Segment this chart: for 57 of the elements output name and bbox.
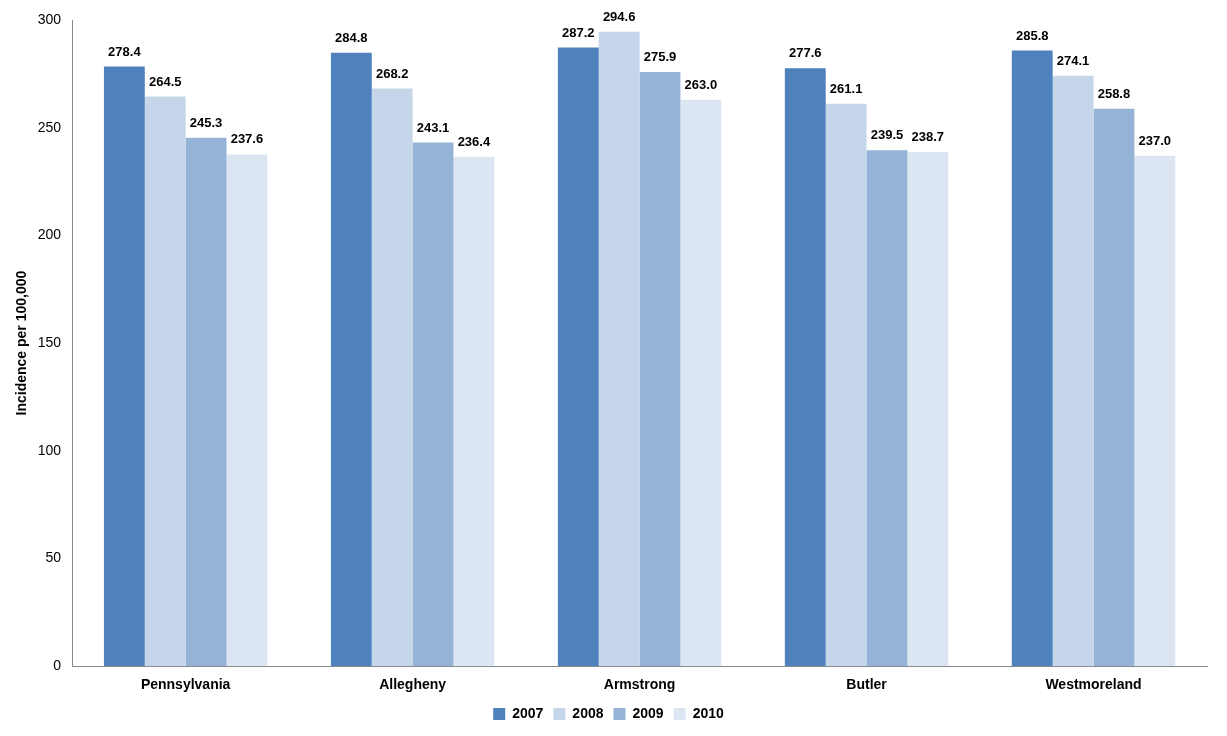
legend-label: 2010 xyxy=(692,704,724,721)
data-label: 285.8 xyxy=(1015,27,1049,43)
y-tick-label: 250 xyxy=(37,118,62,135)
bar xyxy=(907,152,949,667)
bar xyxy=(226,154,268,667)
bar xyxy=(330,52,372,667)
x-tick-label: Westmoreland xyxy=(1045,676,1142,693)
bar xyxy=(598,31,640,667)
data-label: 236.4 xyxy=(457,134,491,150)
legend-label: 2008 xyxy=(572,704,604,721)
bar xyxy=(1011,50,1053,667)
data-label: 278.4 xyxy=(108,43,142,59)
data-label: 287.2 xyxy=(562,24,595,40)
y-tick-label: 50 xyxy=(45,549,62,566)
bar xyxy=(144,96,186,667)
bar xyxy=(1134,155,1176,667)
data-label: 239.5 xyxy=(870,127,904,143)
data-label: 263.0 xyxy=(684,76,718,92)
legend-label: 2009 xyxy=(632,704,664,721)
data-label: 275.9 xyxy=(643,48,677,64)
bar xyxy=(453,156,495,667)
bar xyxy=(680,99,722,667)
data-label: 294.6 xyxy=(602,8,636,24)
bar xyxy=(557,47,599,667)
x-tick-label: Butler xyxy=(846,676,888,693)
bar xyxy=(866,150,908,667)
legend-label: 2007 xyxy=(512,704,544,721)
bar xyxy=(784,68,826,667)
y-tick-label: 300 xyxy=(37,10,62,27)
y-axis-title: Incidence per 100,000 xyxy=(13,270,30,416)
bar xyxy=(639,71,681,667)
x-tick-label: Allegheny xyxy=(379,676,447,693)
y-tick-label: 0 xyxy=(53,657,62,674)
x-tick-label: Pennsylvania xyxy=(140,676,231,693)
y-tick-label: 150 xyxy=(37,333,62,350)
x-tick-label: Armstrong xyxy=(603,676,676,693)
data-label: 258.8 xyxy=(1097,85,1131,101)
bar xyxy=(1093,108,1135,667)
bar xyxy=(371,88,413,667)
y-tick-label: 100 xyxy=(37,441,62,458)
data-label: 264.5 xyxy=(148,73,182,89)
data-label: 245.3 xyxy=(189,114,223,130)
data-label: 274.1 xyxy=(1056,52,1090,68)
data-label: 237.0 xyxy=(1138,132,1172,148)
data-label: 284.8 xyxy=(335,29,368,45)
data-label: 277.6 xyxy=(788,45,822,61)
data-label: 243.1 xyxy=(416,119,450,135)
bar xyxy=(103,66,145,667)
y-tick-label: 200 xyxy=(37,226,62,243)
bar xyxy=(1052,75,1094,667)
data-label: 261.1 xyxy=(829,80,863,96)
bar xyxy=(185,137,227,667)
bar xyxy=(825,103,867,667)
data-label: 237.6 xyxy=(230,131,264,147)
data-label: 268.2 xyxy=(375,65,409,81)
data-label: 238.7 xyxy=(911,129,945,145)
bar xyxy=(412,142,454,667)
